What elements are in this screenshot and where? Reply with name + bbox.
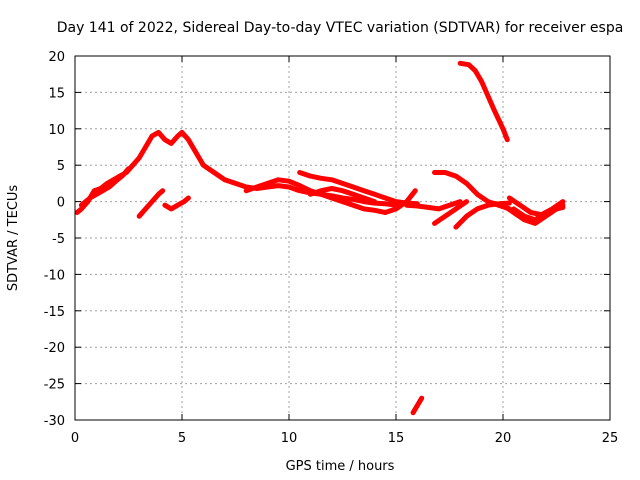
series-arc-7 [307, 186, 378, 205]
series-arc-6 [297, 170, 420, 207]
grid-layer [75, 56, 610, 420]
x-tick-label: 15 [388, 431, 405, 446]
y-tick-label: 0 [57, 196, 65, 211]
y-tick-label: -10 [44, 268, 65, 283]
series-arc-8 [404, 199, 463, 212]
y-tick-label: -25 [44, 378, 65, 393]
y-tick-label: -5 [52, 232, 65, 247]
chart-title: Day 141 of 2022, Sidereal Day-to-day VTE… [57, 20, 624, 36]
x-tick-label: 10 [281, 431, 298, 446]
series-arc-5 [243, 177, 418, 215]
tick-layer: 0 5 10 15 20 25 -30 -25 -20 -15 -10 -5 0 5 10 15 20 [44, 50, 619, 446]
series-layer [74, 60, 566, 416]
x-tick-label: 5 [178, 431, 186, 446]
x-tick-label: 25 [602, 431, 619, 446]
y-tick-label: 10 [48, 123, 65, 138]
series-arc-2 [78, 166, 131, 208]
x-tick-label: 0 [71, 431, 79, 446]
y-tick-label: -30 [44, 414, 65, 429]
y-tick-label: -15 [44, 305, 65, 320]
y-tick-label: 15 [48, 86, 65, 101]
y-tick-label: -20 [44, 341, 65, 356]
series-arc-10 [432, 199, 470, 226]
y-tick-label: 5 [57, 159, 65, 174]
x-tick-label: 20 [495, 431, 512, 446]
series-arc-15 [457, 60, 510, 143]
x-axis-label: GPS time / hours [286, 459, 395, 474]
series-arc-16 [410, 395, 425, 416]
y-axis-label: SDTVAR / TECUs [6, 185, 21, 292]
series-arc-4 [162, 195, 191, 212]
series-arc-14 [511, 204, 566, 223]
y-tick-label: 20 [48, 50, 65, 65]
series-arc-3 [136, 188, 166, 219]
